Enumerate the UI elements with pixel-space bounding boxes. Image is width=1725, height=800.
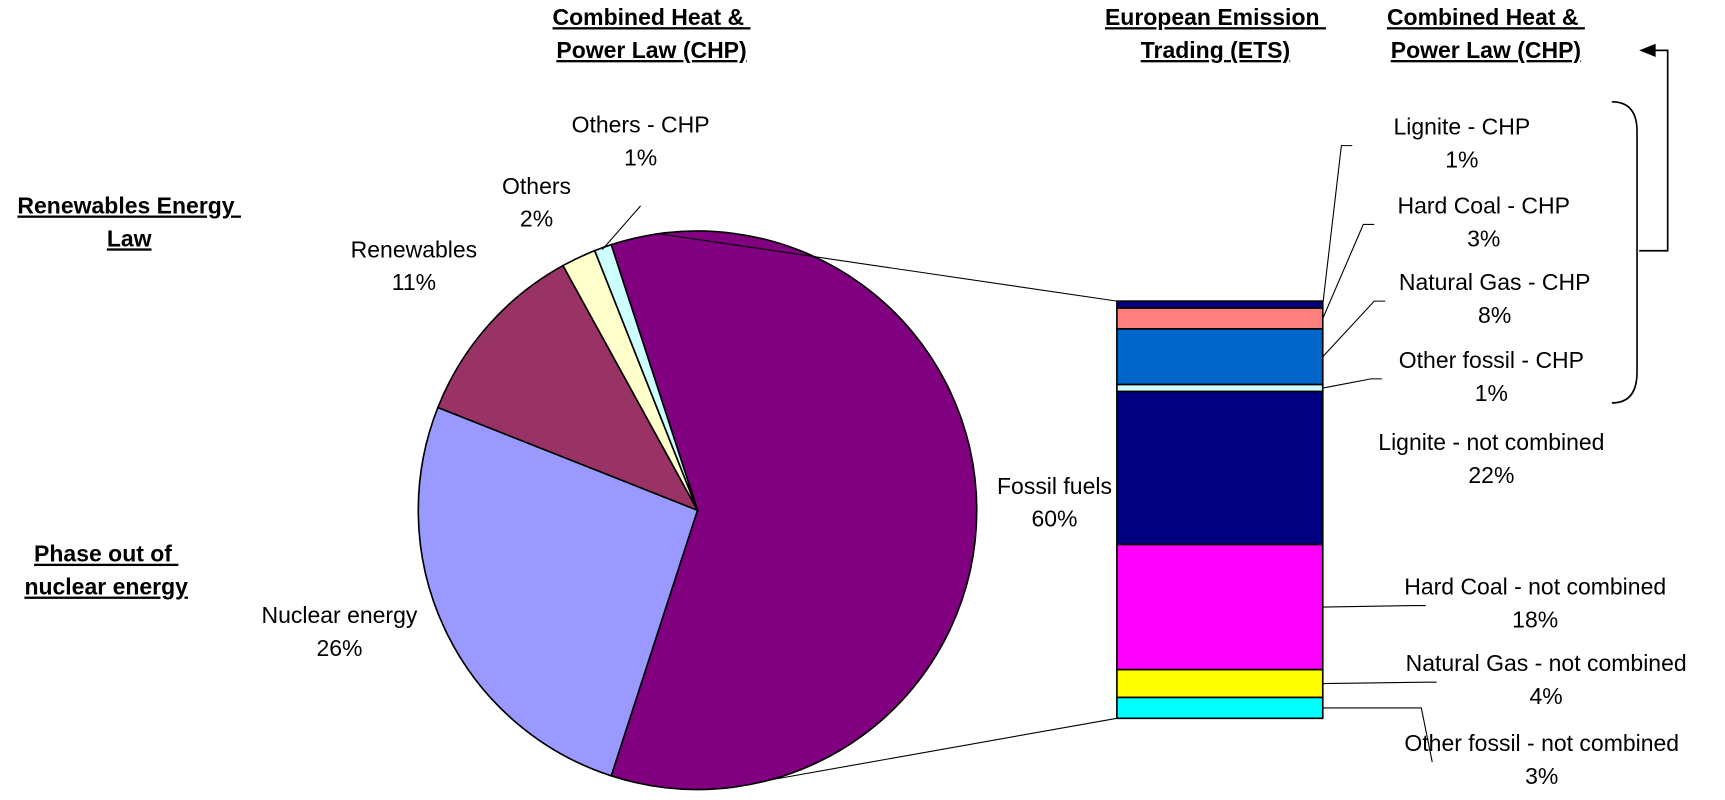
annotation-line: Law	[107, 225, 152, 251]
bracket	[1611, 101, 1638, 404]
arrow	[1639, 49, 1669, 252]
leader-line	[1322, 223, 1375, 319]
bar-label-line: 3%	[1467, 225, 1500, 251]
bar-label-line: Lignite - CHP	[1393, 114, 1530, 140]
pie-slice	[593, 243, 699, 511]
bar-label: Hard Coal - CHP 3%	[1398, 193, 1570, 252]
bar-segment	[1116, 328, 1324, 386]
pie-slice	[417, 406, 699, 777]
pie-label-line: 2%	[520, 206, 553, 232]
leader-line	[1322, 604, 1426, 608]
annotation-line: Combined Heat &	[1387, 4, 1585, 30]
pie-label-line: 60%	[1031, 506, 1077, 532]
annotation: Phase out of nuclear energy	[24, 541, 188, 600]
bar-segment	[1116, 696, 1324, 720]
arrow-head	[1639, 43, 1656, 57]
bar-segment	[1116, 307, 1324, 330]
annotation-line: nuclear energy	[24, 574, 188, 600]
annotation: Combined Heat & Power Law (CHP)	[1387, 4, 1585, 63]
bar-segment	[1116, 543, 1324, 671]
bar-label-line: 3%	[1525, 763, 1558, 789]
annotation-line: Renewables Energy	[17, 193, 241, 219]
pie-label: Renewables 11%	[351, 236, 478, 295]
bar-label: Other fossil - not combined 3%	[1404, 730, 1679, 789]
bar-segment	[1116, 668, 1324, 699]
bar-label: Other fossil - CHP 1%	[1399, 347, 1584, 406]
bar-label-line: Natural Gas - CHP	[1399, 269, 1591, 295]
pie-label-line: Others - CHP	[572, 111, 710, 137]
pie-label: Others - CHP 1%	[572, 111, 710, 170]
bar-label-line: 4%	[1530, 683, 1563, 709]
pie-label-line: Others	[502, 173, 571, 199]
pie-label-line: 11%	[392, 269, 436, 295]
bar-label: Lignite - not combined 22%	[1378, 429, 1604, 488]
bar-segment	[1116, 390, 1324, 546]
bar-label-line: Lignite - not combined	[1378, 429, 1604, 455]
bar-label: Lignite - CHP 1%	[1393, 114, 1530, 173]
bar-label-line: 1%	[1445, 147, 1478, 173]
leader-line	[1322, 681, 1437, 685]
pie-label-line: Fossil fuels	[997, 473, 1112, 499]
bar-segment	[1116, 383, 1324, 393]
annotation: Renewables Energy Law	[17, 193, 241, 252]
connector	[658, 233, 1117, 302]
pie-label-line: 26%	[316, 635, 362, 661]
bar-label-line: Hard Coal - not combined	[1404, 574, 1666, 600]
pie-label: Fossil fuels 60%	[997, 473, 1112, 532]
leader-line	[1322, 378, 1382, 389]
annotation-line: Power Law (CHP)	[556, 37, 746, 63]
leader-line	[1322, 300, 1386, 358]
annotation-line: Combined Heat &	[553, 4, 751, 30]
leader-line	[1322, 145, 1353, 305]
bar-label-line: 22%	[1468, 462, 1514, 488]
connector	[769, 717, 1117, 781]
bar-label: Natural Gas - CHP 8%	[1399, 269, 1591, 328]
annotation-line: Power Law (CHP)	[1391, 37, 1581, 63]
bar-label: Hard Coal - not combined 18%	[1404, 574, 1666, 633]
annotation-line: Phase out of	[34, 541, 178, 567]
pie-label-line: 1%	[624, 144, 657, 170]
bar-segment	[1116, 300, 1324, 309]
pie-label-line: Renewables	[351, 236, 478, 262]
annotation-line: European Emission	[1105, 4, 1326, 30]
pie-label: Nuclear energy 26%	[262, 602, 418, 661]
annotation: European Emission Trading (ETS)	[1105, 4, 1326, 63]
bar-label-line: Natural Gas - not combined	[1406, 650, 1687, 676]
leader-line	[601, 205, 641, 251]
pie-label-line: Nuclear energy	[262, 602, 418, 628]
bar-label: Natural Gas - not combined 4%	[1406, 650, 1687, 709]
annotation: Combined Heat & Power Law (CHP)	[553, 4, 751, 63]
bar-label-line: Hard Coal - CHP	[1398, 193, 1570, 219]
bar-label-line: Other fossil - CHP	[1399, 347, 1584, 373]
leader-line	[1322, 707, 1433, 763]
plot: Lignite - CHP 1% Hard Coal - CHP 3% Natural …	[17, 4, 1687, 791]
bar-label-line: Other fossil - not combined	[1404, 730, 1679, 756]
pie-slice	[436, 264, 700, 512]
bar-label-line: 18%	[1512, 606, 1558, 632]
bar-label-line: 8%	[1478, 302, 1511, 328]
annotation-line: Trading (ETS)	[1141, 37, 1290, 63]
pie-slice	[610, 230, 978, 791]
bar-label-line: 1%	[1475, 380, 1508, 406]
pie-label: Others 2%	[502, 173, 571, 232]
